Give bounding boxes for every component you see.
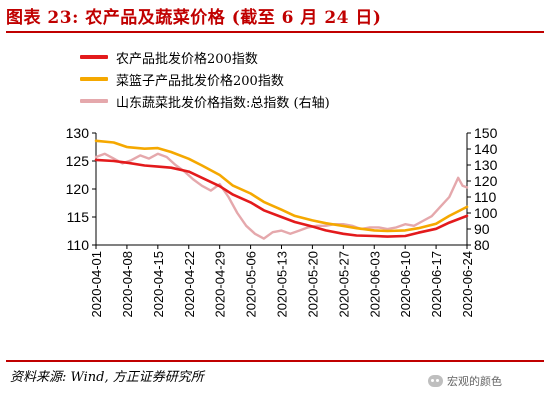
legend-swatch-2 xyxy=(80,77,108,81)
wechat-icon xyxy=(428,375,443,387)
x-tick-label: 2020-04-22 xyxy=(182,251,197,318)
x-tick-label: 2020-04-01 xyxy=(89,251,104,318)
series-line-2 xyxy=(94,139,469,233)
x-tick-label: 2020-06-24 xyxy=(460,251,475,318)
y-right-tick-label: 90 xyxy=(474,221,490,237)
chart-legend: 农产品批发价格200指数 菜篮子产品批发价格200指数 山东蔬菜批发价格指数:总… xyxy=(80,46,330,112)
y-right-tick-label: 80 xyxy=(474,237,490,253)
legend-label-1: 农产品批发价格200指数 xyxy=(116,51,258,67)
legend-label-3: 山东蔬菜批发价格指数:总指数 (右轴) xyxy=(116,95,330,111)
legend-item-1: 农产品批发价格200指数 xyxy=(80,46,330,68)
y-right-tick-label: 150 xyxy=(474,125,498,141)
x-tick-label: 2020-05-13 xyxy=(275,251,290,318)
x-tick-label: 2020-04-08 xyxy=(120,251,135,318)
x-tick-label: 2020-06-10 xyxy=(398,251,413,318)
figure-title: 图表 23: 农产品及蔬菜价格 (截至 6 月 24 日) xyxy=(6,8,382,28)
x-tick-label: 2020-04-15 xyxy=(151,251,166,318)
watermark: 宏观的颜色 xyxy=(428,373,502,389)
x-tick-label: 2020-05-06 xyxy=(244,251,259,318)
watermark-label: 宏观的颜色 xyxy=(447,375,502,388)
y-right-tick-label: 140 xyxy=(474,141,498,157)
y-left-tick-label: 125 xyxy=(66,153,90,169)
x-tick-label: 2020-06-17 xyxy=(429,251,444,318)
y-right-tick-label: 130 xyxy=(474,157,498,173)
y-left-tick-label: 120 xyxy=(66,181,90,197)
y-right-tick-label: 120 xyxy=(474,173,498,189)
y-right-tick-label: 110 xyxy=(474,189,497,205)
title-rule xyxy=(6,31,544,33)
source-rule xyxy=(6,360,544,362)
legend-swatch-3 xyxy=(80,99,108,103)
source-note: 资料来源: Wind, 方正证券研究所 xyxy=(10,370,204,385)
legend-label-2: 菜篮子产品批发价格200指数 xyxy=(116,73,284,89)
x-tick-label: 2020-04-29 xyxy=(213,251,228,317)
legend-swatch-1 xyxy=(80,55,108,59)
legend-item-2: 菜篮子产品批发价格200指数 xyxy=(80,68,330,90)
y-left-tick-label: 110 xyxy=(67,237,90,253)
x-tick-label: 2020-05-27 xyxy=(336,251,351,318)
series-line-1 xyxy=(94,158,469,238)
y-left-tick-label: 115 xyxy=(67,209,90,225)
series-line-3 xyxy=(94,152,469,240)
x-tick-label: 2020-06-03 xyxy=(367,251,382,318)
y-right-tick-label: 100 xyxy=(474,205,498,221)
legend-item-3: 山东蔬菜批发价格指数:总指数 (右轴) xyxy=(80,90,330,112)
y-left-tick-label: 130 xyxy=(66,125,90,141)
x-tick-label: 2020-05-20 xyxy=(305,251,320,318)
